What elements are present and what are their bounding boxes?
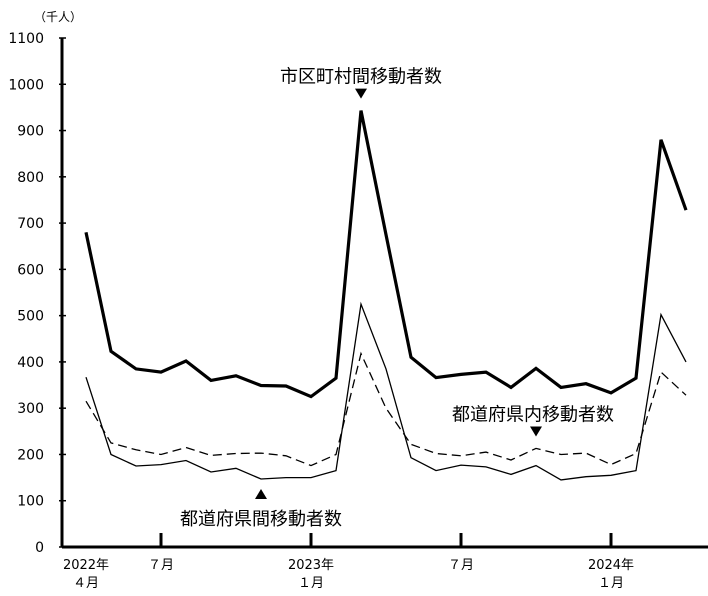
series-line-3 [85,301,687,481]
y-tick-label: 1000 [8,77,44,93]
x-tick-label: １月 [598,576,624,591]
annotation-marker [255,488,267,499]
x-tick-label: ７月 [448,558,474,573]
annotation-label: 都道府県間移動者数 [180,509,342,530]
annotation-label: 市区町村間移動者数 [280,67,442,88]
y-tick-label: 300 [17,401,44,417]
y-tick-label: 0 [35,540,44,556]
annotation-marker [355,88,367,99]
y-axis-unit-label: （千人） [34,10,82,24]
series-group [84,110,688,481]
y-tick-label: 1100 [8,31,44,47]
y-tick-label: 100 [17,494,44,510]
x-tick-label: 2024年 [588,558,634,573]
y-tick-label: 600 [17,262,44,278]
y-tick-label: 900 [17,124,44,140]
y-axis: 0 100 200 300 400 500 600 700 800 900 1000 1100 [8,31,66,556]
x-tick-label: ４月 [73,576,99,591]
y-tick-label: 400 [17,355,44,371]
y-tick-label: 800 [17,170,44,186]
y-tick-label: 700 [17,216,44,232]
series-line-1 [84,110,688,399]
x-axis: 2022年 ４月 ７月 2023年 １月 ７月 2024年 １月 [62,533,708,591]
annotation-marker [530,426,542,437]
x-tick-label: 2023年 [288,558,334,573]
y-tick-label: 500 [17,309,44,325]
x-tick-label: 2022年 [63,558,109,573]
x-tick-label: ７月 [148,558,174,573]
x-tick-label: １月 [298,576,324,591]
y-tick-label: 200 [17,447,44,463]
annotation-label: 都道府県内移動者数 [452,404,614,425]
